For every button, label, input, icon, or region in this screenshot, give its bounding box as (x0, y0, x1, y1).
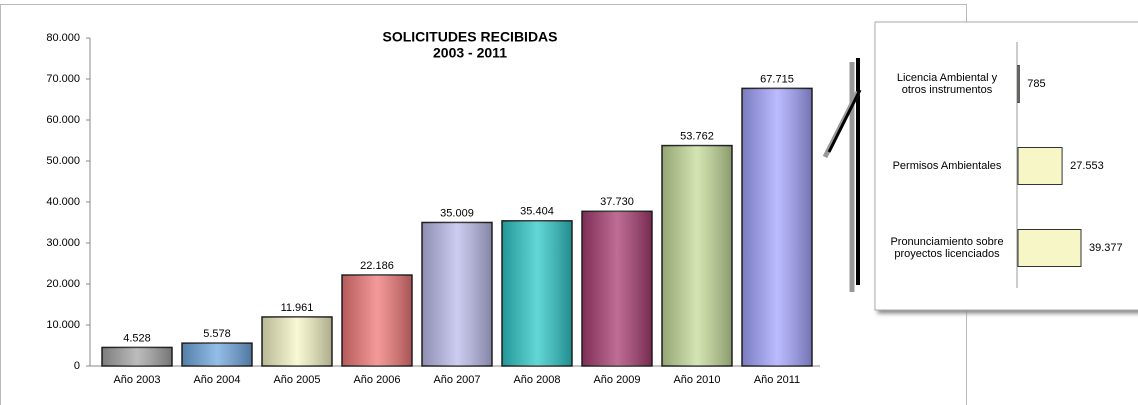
value-label: 35.404 (520, 206, 554, 218)
value-label: 35.009 (440, 207, 474, 219)
value-label: 4.528 (123, 332, 151, 344)
y-tick-label: 20.000 (46, 278, 80, 290)
x-tick-label: Año 2006 (353, 374, 400, 386)
bar (261, 316, 333, 367)
x-tick-label: Año 2005 (273, 374, 320, 386)
bar (101, 346, 173, 367)
bar (1017, 229, 1082, 267)
x-tick-label: Año 2010 (673, 374, 720, 386)
value-label: 39.377 (1089, 242, 1123, 254)
chart-title: SOLICITUDES RECIBIDAS (382, 29, 557, 45)
y-tick-label: 10.000 (46, 319, 80, 331)
value-label: 11.961 (281, 302, 314, 314)
y-tick-label: 80.000 (46, 32, 80, 44)
x-tick-label: Año 2008 (513, 374, 560, 386)
bar (181, 342, 253, 367)
value-label: 67.715 (760, 73, 794, 85)
y-tick-label: 60.000 (46, 114, 80, 126)
x-tick-label: Año 2009 (593, 374, 640, 386)
y-tick-label: Licencia Ambiental y otros instrumentos (896, 72, 998, 96)
bar (661, 144, 733, 367)
y-tick-label: Pronunciamiento sobre proyectos licencia… (890, 236, 1004, 260)
x-tick-label: Año 2011 (754, 374, 800, 386)
bar (1017, 65, 1020, 103)
bar (501, 220, 573, 367)
value-label: 37.730 (600, 196, 634, 208)
value-label: 22.186 (360, 260, 394, 272)
bar (421, 221, 493, 367)
y-tick-label: Permisos Ambientales (892, 160, 1002, 172)
chart-subtitle: 2003 - 2011 (433, 45, 507, 61)
x-tick-label: Año 2007 (433, 374, 480, 386)
bar (581, 210, 653, 367)
x-tick-label: Año 2004 (193, 374, 240, 386)
x-tick-label: Año 2003 (113, 374, 160, 386)
bar (1017, 147, 1063, 185)
value-label: 5.578 (203, 328, 231, 340)
y-tick-label: 50.000 (46, 155, 80, 167)
bar (741, 87, 813, 367)
y-tick-label: 40.000 (46, 196, 80, 208)
breakdown-frame (874, 21, 1138, 311)
value-label: 53.762 (680, 130, 714, 142)
value-label: 27.553 (1070, 160, 1104, 172)
y-tick-label: 30.000 (46, 237, 80, 249)
y-tick-label: 0 (74, 360, 80, 372)
y-tick-label: 70.000 (46, 73, 80, 85)
connector (827, 89, 862, 153)
value-label: 785 (1027, 78, 1045, 90)
bar (341, 274, 413, 367)
